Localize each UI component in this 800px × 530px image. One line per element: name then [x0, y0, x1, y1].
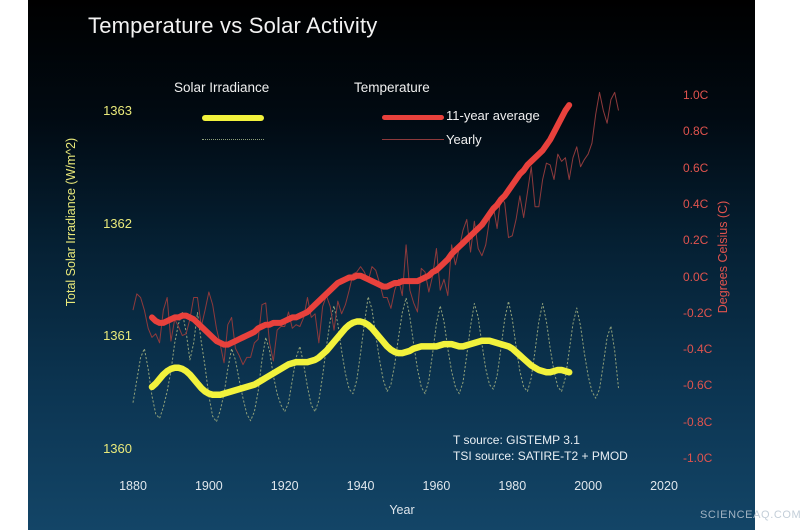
series-solar-average: [148, 318, 573, 399]
y-axis-left-tick-1362: 1362: [103, 215, 132, 231]
x-axis-tick-1900: 1900: [194, 479, 223, 493]
legend-swatch-solar-yearly: [202, 139, 264, 140]
page-title: Temperature vs Solar Activity: [88, 13, 378, 38]
y-axis-right-tick-0.2C: 0.2C: [683, 233, 709, 248]
x-axis-tick-1940: 1940: [346, 479, 375, 493]
y-axis-right-tick--0.4C: -0.4C: [683, 342, 713, 357]
series-solar-yearly: [132, 296, 619, 423]
x-axis-title: Year: [389, 503, 415, 517]
y-axis-right-tick-1.0C: 1.0C: [683, 88, 709, 102]
y-axis-right-tick-0.0C: 0.0C: [683, 269, 709, 284]
legend-heading-temperature: Temperature: [354, 80, 430, 95]
y-axis-right-tick--0.8C: -0.8C: [683, 414, 713, 429]
series-path: [148, 102, 573, 348]
y-axis-right-tick--1.0C: -1.0C: [683, 451, 713, 465]
legend-swatch-temperature-yearly: [382, 139, 444, 140]
series-temperature-yearly: [132, 91, 619, 366]
x-axis-tick-2000: 2000: [574, 479, 603, 493]
legend-swatch-temperature-average: [382, 115, 444, 120]
x-axis-tick-1880: 1880: [119, 479, 147, 493]
legend-label-yearly: Yearly: [446, 132, 482, 147]
x-axis-tick-1960: 1960: [422, 479, 451, 493]
y-axis-right-tick-0.8C: 0.8C: [683, 124, 709, 139]
y-axis-left-title: Total Solar Irradiance (W/m^2): [64, 137, 78, 307]
y-axis-right-title: Degrees Celsius (C): [716, 200, 730, 314]
series-temperature-average: [148, 102, 573, 348]
series-path: [132, 296, 619, 423]
y-axis-right-tick-0.6C: 0.6C: [683, 160, 709, 175]
series-path: [148, 318, 573, 399]
legend-heading-solar: Solar Irradiance: [174, 80, 270, 95]
y-axis-left-tick-1360: 1360: [103, 441, 132, 456]
x-axis-tick-1920: 1920: [270, 479, 299, 493]
series-path: [132, 91, 619, 366]
y-axis-left-tick-1361: 1361: [103, 328, 132, 344]
x-axis-tick-1980: 1980: [498, 479, 527, 493]
y-axis-right-tick--0.6C: -0.6C: [683, 378, 713, 393]
legend-label-average: 11-year average: [446, 108, 540, 123]
legend-swatch-solar-average: [202, 115, 264, 121]
source-irradiance: TSI source: SATIRE-T2 + PMOD: [453, 449, 628, 463]
watermark: SCIENCEAQ.COM: [700, 509, 800, 521]
chart-plot-area: [132, 91, 619, 423]
chart-panel: Temperature vs Solar Activity Solar Irra…: [28, 0, 755, 530]
source-temperature: T source: GISTEMP 3.1: [453, 433, 580, 447]
x-axis-tick-2020: 2020: [650, 479, 678, 493]
y-axis-right-tick--0.2C: -0.2C: [683, 305, 713, 320]
source-note: T source: GISTEMP 3.1 TSI source: SATIRE…: [453, 432, 628, 464]
chart-legend: Solar Irradiance Temperature 11-year ave…: [174, 80, 554, 148]
y-axis-left-tick-1363: 1363: [103, 103, 132, 118]
y-axis-right-tick-0.4C: 0.4C: [683, 196, 709, 211]
